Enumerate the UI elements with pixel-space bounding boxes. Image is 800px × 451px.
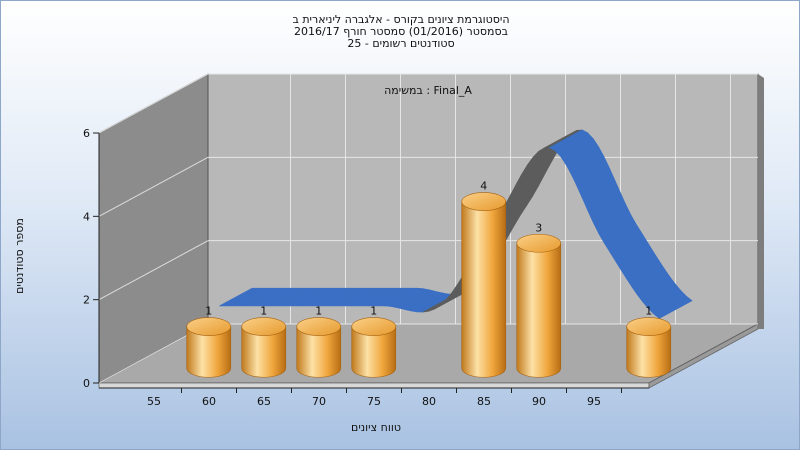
x-tick-label: 65 — [257, 395, 271, 408]
bar-4 — [351, 326, 397, 378]
bar-6 — [516, 242, 562, 378]
bar-top-1 — [186, 317, 232, 336]
data-label-3: 1 — [315, 305, 322, 318]
chart-annotation: במשימה : Final_A — [384, 84, 472, 97]
x-tick-label: 60 — [202, 395, 216, 408]
bar-top-2 — [241, 317, 287, 336]
bar-top-4 — [351, 317, 397, 336]
data-label-2: 1 — [260, 305, 267, 318]
x-tick-label: 55 — [147, 395, 161, 408]
y-axis-title: מספר סטודנטים — [13, 218, 26, 294]
bar-top-6 — [516, 233, 562, 253]
side-gridline — [98, 156, 209, 217]
data-label-4: 1 — [370, 305, 377, 318]
bar-1 — [186, 326, 232, 378]
chart-title-line-1: היסטוגרמת ציונים בקורס - אלגברה ליניארית… — [292, 13, 510, 26]
x-tick-label: 75 — [367, 395, 381, 408]
side-gridline — [98, 73, 209, 134]
back-wall-edge — [758, 74, 764, 329]
x-tick-label: 90 — [532, 395, 546, 408]
bar-top-5 — [461, 192, 507, 211]
x-tick-label: 80 — [422, 395, 436, 408]
bar-top-7 — [626, 317, 672, 336]
bar-2 — [241, 326, 287, 378]
y-tick-label: 0 — [83, 377, 90, 390]
side-gridline — [98, 240, 209, 301]
x-tick-label: 70 — [312, 395, 326, 408]
bar-3 — [296, 326, 342, 378]
y-tick-label: 4 — [83, 210, 90, 223]
y-tick-label: 2 — [83, 294, 90, 307]
x-axis-title: טווח ציונים — [351, 421, 401, 434]
chart-title-line-2: בסמסטר (01/2016) סמסטר חורף 2016/17 — [294, 25, 508, 38]
chart-title-line-3: סטודנטים רשומים - 25 — [347, 37, 455, 50]
floor-edge — [98, 382, 650, 389]
x-tick-label: 95 — [587, 395, 601, 408]
x-tick-label: 85 — [477, 395, 491, 408]
data-label-1: 1 — [205, 305, 212, 318]
data-label-5: 4 — [480, 180, 487, 193]
data-label-6: 3 — [535, 221, 542, 234]
bar-7 — [626, 326, 672, 378]
curve-segment — [653, 296, 693, 319]
data-label-7: 1 — [645, 305, 652, 318]
bar-top-3 — [296, 317, 342, 336]
bar-5 — [461, 201, 507, 378]
y-tick-label: 6 — [83, 127, 90, 140]
